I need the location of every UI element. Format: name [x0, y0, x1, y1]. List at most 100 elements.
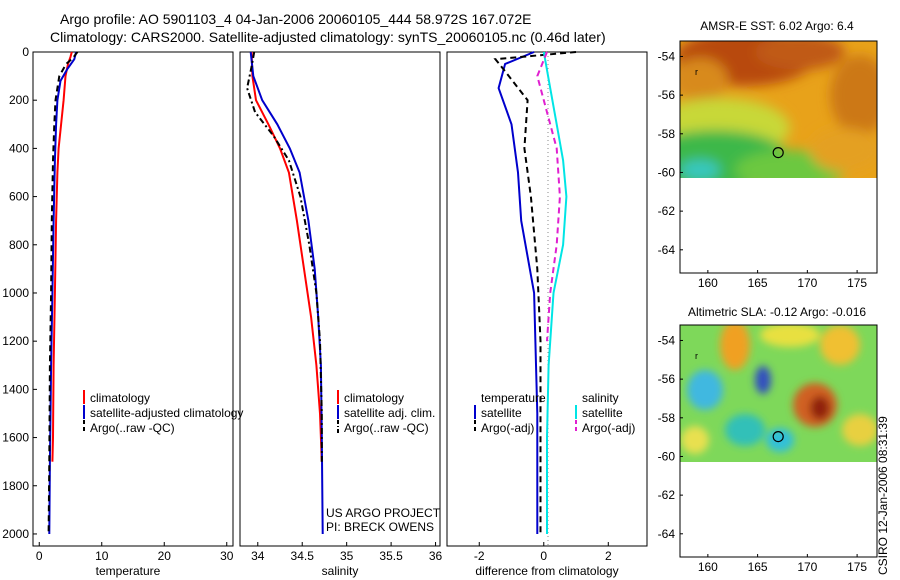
- map-y-tick-label-4: -62: [658, 204, 676, 218]
- temperature-axes: [32, 51, 234, 547]
- x-tick-label-2: 20: [158, 549, 172, 563]
- map-x-tick-label-2: 170: [797, 560, 817, 574]
- series-line-2: [542, 51, 568, 534]
- temperature-xlabel: temperature: [96, 564, 161, 578]
- difference-legend: temperature satellite Argo(-adj) salinit…: [474, 391, 635, 435]
- map-y-tick-label-3: -60: [658, 165, 676, 179]
- series-line-0: [51, 51, 73, 462]
- legend-sal-climatology: climatology: [344, 391, 404, 405]
- y-tick-label-7: 1400: [2, 382, 29, 396]
- series-line-1: [48, 51, 78, 535]
- legend-temperature-title: temperature: [481, 391, 546, 405]
- x-tick-label-1: 0: [540, 549, 547, 563]
- x-tick-label-0: 0: [36, 549, 43, 563]
- sla-profile-marker: [772, 431, 784, 443]
- map-x-tick-label-3: 175: [847, 560, 867, 574]
- series-line-0: [497, 51, 539, 534]
- y-tick-label-10: 2000: [2, 527, 29, 541]
- x-tick-label-0: 34: [251, 549, 265, 563]
- temperature-legend: climatology satellite-adjusted climatolo…: [83, 390, 243, 435]
- map-x-tick-label-0: 160: [698, 276, 718, 290]
- sla-map-axes: [679, 324, 878, 558]
- difference-xlabel: difference from climatology: [475, 564, 618, 578]
- difference-series: [493, 51, 577, 534]
- sst-small-r-mark: r: [695, 67, 698, 77]
- sst-warm-east: [830, 55, 877, 135]
- legend-diff-s-sat: satellite: [582, 406, 623, 420]
- y-tick-label-0: 0: [22, 45, 29, 59]
- sla-high-2: [760, 325, 820, 347]
- sla-map-ticks: 160 165 170 175 -54 -56 -58 -60 -62 -64: [658, 333, 868, 574]
- sla-low-1: [687, 370, 723, 410]
- sst-map-axes: [679, 40, 878, 274]
- series-line-2: [246, 51, 323, 462]
- sla-low-3: [725, 414, 765, 446]
- x-tick-label-1: 10: [95, 549, 109, 563]
- y-tick-label-5: 1000: [2, 286, 29, 300]
- map-y-tick-label-2: -58: [658, 127, 676, 141]
- x-tick-label-2: 35: [340, 549, 354, 563]
- y-tick-label-8: 1600: [2, 431, 29, 445]
- series-line-1: [249, 51, 324, 535]
- sla-high-3: [820, 325, 860, 365]
- map-y-tick-label-3: -60: [658, 449, 676, 463]
- legend-climatology: climatology: [90, 391, 150, 405]
- series-line-1: [493, 51, 577, 534]
- sla-high-6: [681, 426, 709, 454]
- y-tick-label-2: 400: [9, 141, 29, 155]
- sla-high-1: [720, 325, 750, 370]
- salinity-panel: 34 34.5 35 35.5 36 salinity climatology sate…: [239, 51, 443, 578]
- legend-diff-t-argo: Argo(-adj): [481, 421, 534, 435]
- sst-map-title: AMSR-E SST: 6.02 Argo: 6.4: [700, 19, 854, 33]
- salinity-ticks: 34 34.5 35 35.5 36: [251, 542, 443, 563]
- y-tick-label-9: 1800: [2, 479, 29, 493]
- series-line-3: [536, 51, 561, 342]
- x-tick-label-3: 35.5: [379, 549, 403, 563]
- sla-high-5: [842, 414, 877, 446]
- y-tick-label-4: 800: [9, 238, 29, 252]
- legend-sal-argo: Argo(..raw -QC): [344, 421, 429, 435]
- salinity-axes: [239, 51, 441, 547]
- map-y-tick-label-1: -56: [658, 88, 676, 102]
- y-tick-label-1: 200: [9, 93, 29, 107]
- legend-satellite-adjusted: satellite-adjusted climatology: [90, 406, 243, 420]
- map-y-tick-label-0: -54: [658, 333, 676, 347]
- sla-small-r-mark: r: [695, 351, 698, 361]
- salinity-legend: climatology satellite adj. clim. Argo(..…: [337, 390, 435, 435]
- legend-diff-t-sat: satellite: [481, 406, 522, 420]
- sla-low-4: [766, 428, 794, 452]
- map-y-tick-label-0: -54: [658, 49, 676, 63]
- y-tick-label-3: 600: [9, 190, 29, 204]
- map-x-tick-label-0: 160: [698, 560, 718, 574]
- sst-profile-marker: [772, 147, 784, 159]
- legend-diff-s-argo: Argo(-adj): [582, 421, 635, 435]
- sst-warm-se: [810, 128, 877, 172]
- x-tick-label-4: 36: [429, 549, 443, 563]
- x-tick-label-2: 2: [605, 549, 612, 563]
- sla-heatmap: [680, 325, 877, 462]
- map-y-tick-label-4: -62: [658, 488, 676, 502]
- footer-note: CSIRO 12-Jan-2006 08:31:39: [876, 416, 890, 575]
- map-y-tick-label-1: -56: [658, 372, 676, 386]
- map-y-tick-label-2: -58: [658, 411, 676, 425]
- difference-panel: -2 0 2 difference from climatology tempera…: [446, 51, 648, 578]
- project-note-line2: PI: BRECK OWENS: [326, 520, 434, 534]
- sla-map-panel: Altimetric SLA: -0.12 Argo: -0.016 160 16…: [658, 305, 878, 574]
- map-y-tick-label-5: -64: [658, 527, 676, 541]
- sla-peak: [810, 396, 830, 420]
- map-x-tick-label-3: 175: [847, 276, 867, 290]
- x-tick-label-3: 30: [220, 549, 234, 563]
- difference-ticks: -2 0 2: [474, 542, 612, 563]
- map-x-tick-label-1: 165: [748, 560, 768, 574]
- y-tick-label-6: 1200: [2, 334, 29, 348]
- sla-map-title: Altimetric SLA: -0.12 Argo: -0.016: [688, 305, 866, 319]
- project-note-line1: US ARGO PROJECT: [326, 506, 441, 520]
- series-line-0: [250, 51, 323, 462]
- x-tick-label-1: 34.5: [291, 549, 315, 563]
- map-y-tick-label-5: -64: [658, 243, 676, 257]
- temperature-series: [47, 51, 79, 535]
- temperature-ticks: 0 10 20 30 0 200 400 600 800 1000 1200 1400 1600 1800…: [2, 45, 233, 563]
- map-x-tick-label-1: 165: [748, 276, 768, 290]
- legend-salinity-title: salinity: [582, 391, 619, 405]
